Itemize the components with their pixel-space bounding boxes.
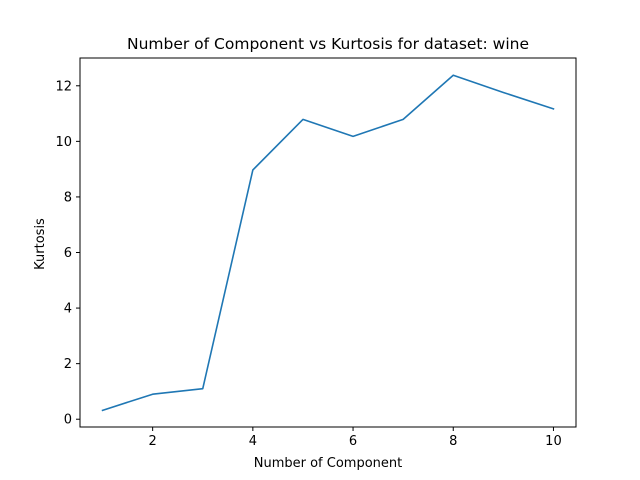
series-line-0 [101,74,555,412]
x-tick-label: 8 [449,434,457,449]
data-point [151,393,154,396]
y-tick-label: 2 [64,357,72,372]
x-tick-label: 4 [249,434,257,449]
axes-frame [79,57,577,428]
x-axis-label: Number of Component [254,456,403,471]
data-point [402,118,405,121]
data-point [301,118,304,121]
y-tick-label: 4 [64,302,72,317]
chart-title: Number of Component vs Kurtosis for data… [127,35,529,53]
y-tick-label: 10 [55,135,72,150]
y-axis-label: Kurtosis [33,218,48,270]
y-tick-label: 12 [55,79,72,94]
data-point [201,387,204,390]
y-tick-label: 6 [64,246,72,261]
x-tick-label: 10 [545,434,562,449]
plot-area: 2 4 6 8 10 0 2 4 6 8 10 12 [55,57,577,449]
data-point [452,74,455,77]
data-point [101,409,104,412]
data-point [502,91,505,94]
x-tick-label: 6 [349,434,357,449]
y-tick-label: 8 [64,190,72,205]
data-point [352,135,355,138]
y-tick-label: 0 [64,413,72,428]
data-point [251,168,254,171]
data-point [552,107,555,110]
x-tick-label: 2 [149,434,157,449]
